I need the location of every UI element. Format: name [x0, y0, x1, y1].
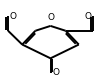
Text: O: O — [47, 13, 54, 22]
Text: O: O — [52, 68, 59, 77]
Text: O: O — [84, 12, 91, 21]
Text: O: O — [10, 12, 17, 21]
